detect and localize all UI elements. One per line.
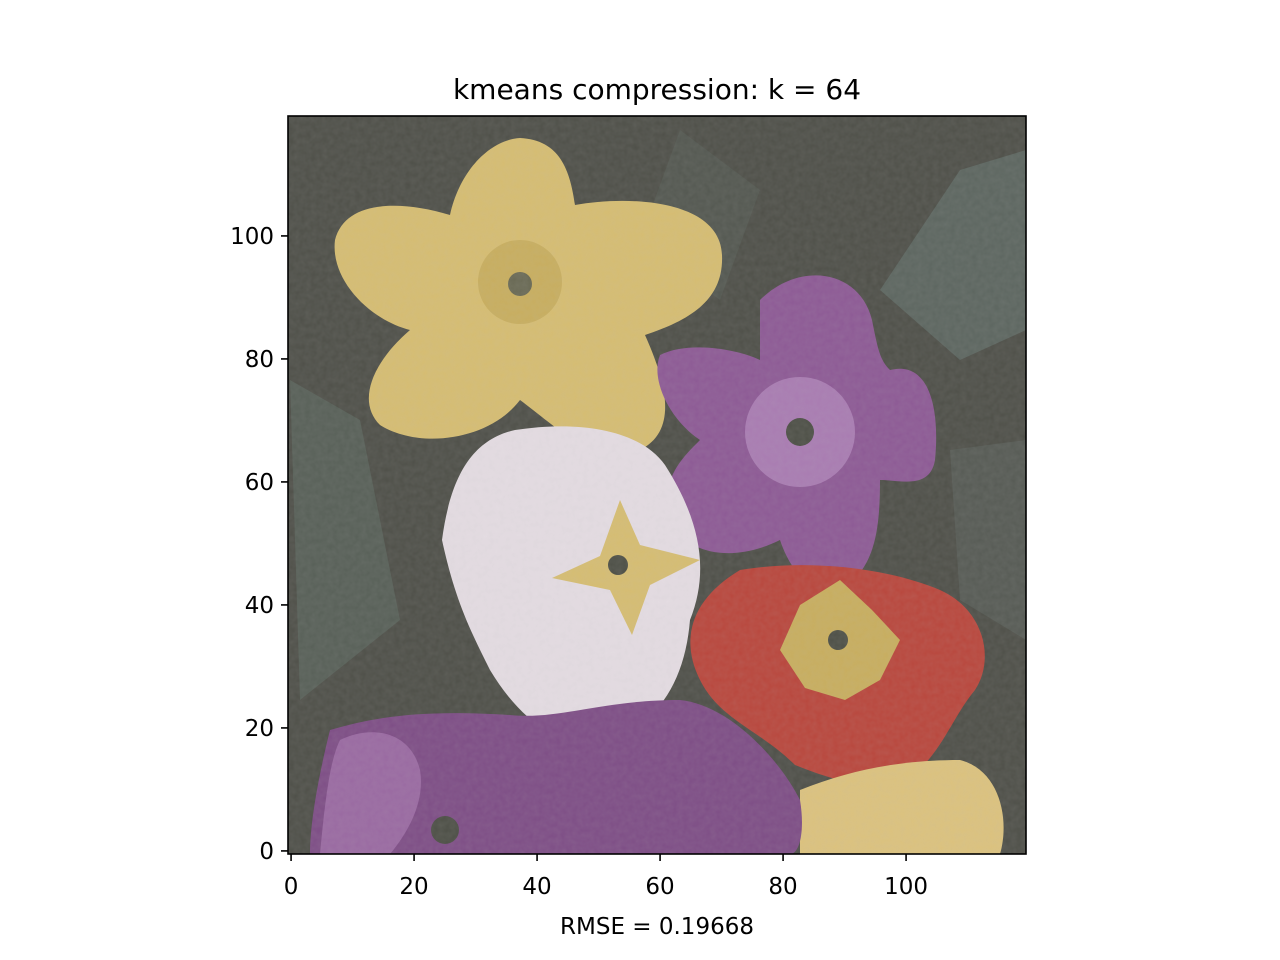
pixel-grain xyxy=(288,116,1026,854)
y-tick-label: 100 xyxy=(230,224,274,250)
chart-title: kmeans compression: k = 64 xyxy=(453,73,861,106)
x-axis-label: RMSE = 0.19668 xyxy=(560,914,754,940)
compressed-flower-image xyxy=(288,116,1026,854)
x-tick-label: 0 xyxy=(284,874,299,900)
y-tick-label: 60 xyxy=(245,470,274,496)
x-axis: 0 20 40 60 80 100 xyxy=(284,854,928,900)
y-tick-label: 20 xyxy=(245,716,274,742)
x-tick-label: 60 xyxy=(645,874,674,900)
x-tick-label: 80 xyxy=(768,874,797,900)
y-tick-label: 80 xyxy=(245,347,274,373)
x-tick-label: 100 xyxy=(884,874,928,900)
y-tick-label: 40 xyxy=(245,593,274,619)
y-tick-label: 0 xyxy=(259,839,274,865)
x-tick-label: 20 xyxy=(399,874,428,900)
plot-frame xyxy=(287,115,1027,855)
x-tick-label: 40 xyxy=(522,874,551,900)
y-axis: 0 20 40 60 80 100 xyxy=(230,224,288,865)
